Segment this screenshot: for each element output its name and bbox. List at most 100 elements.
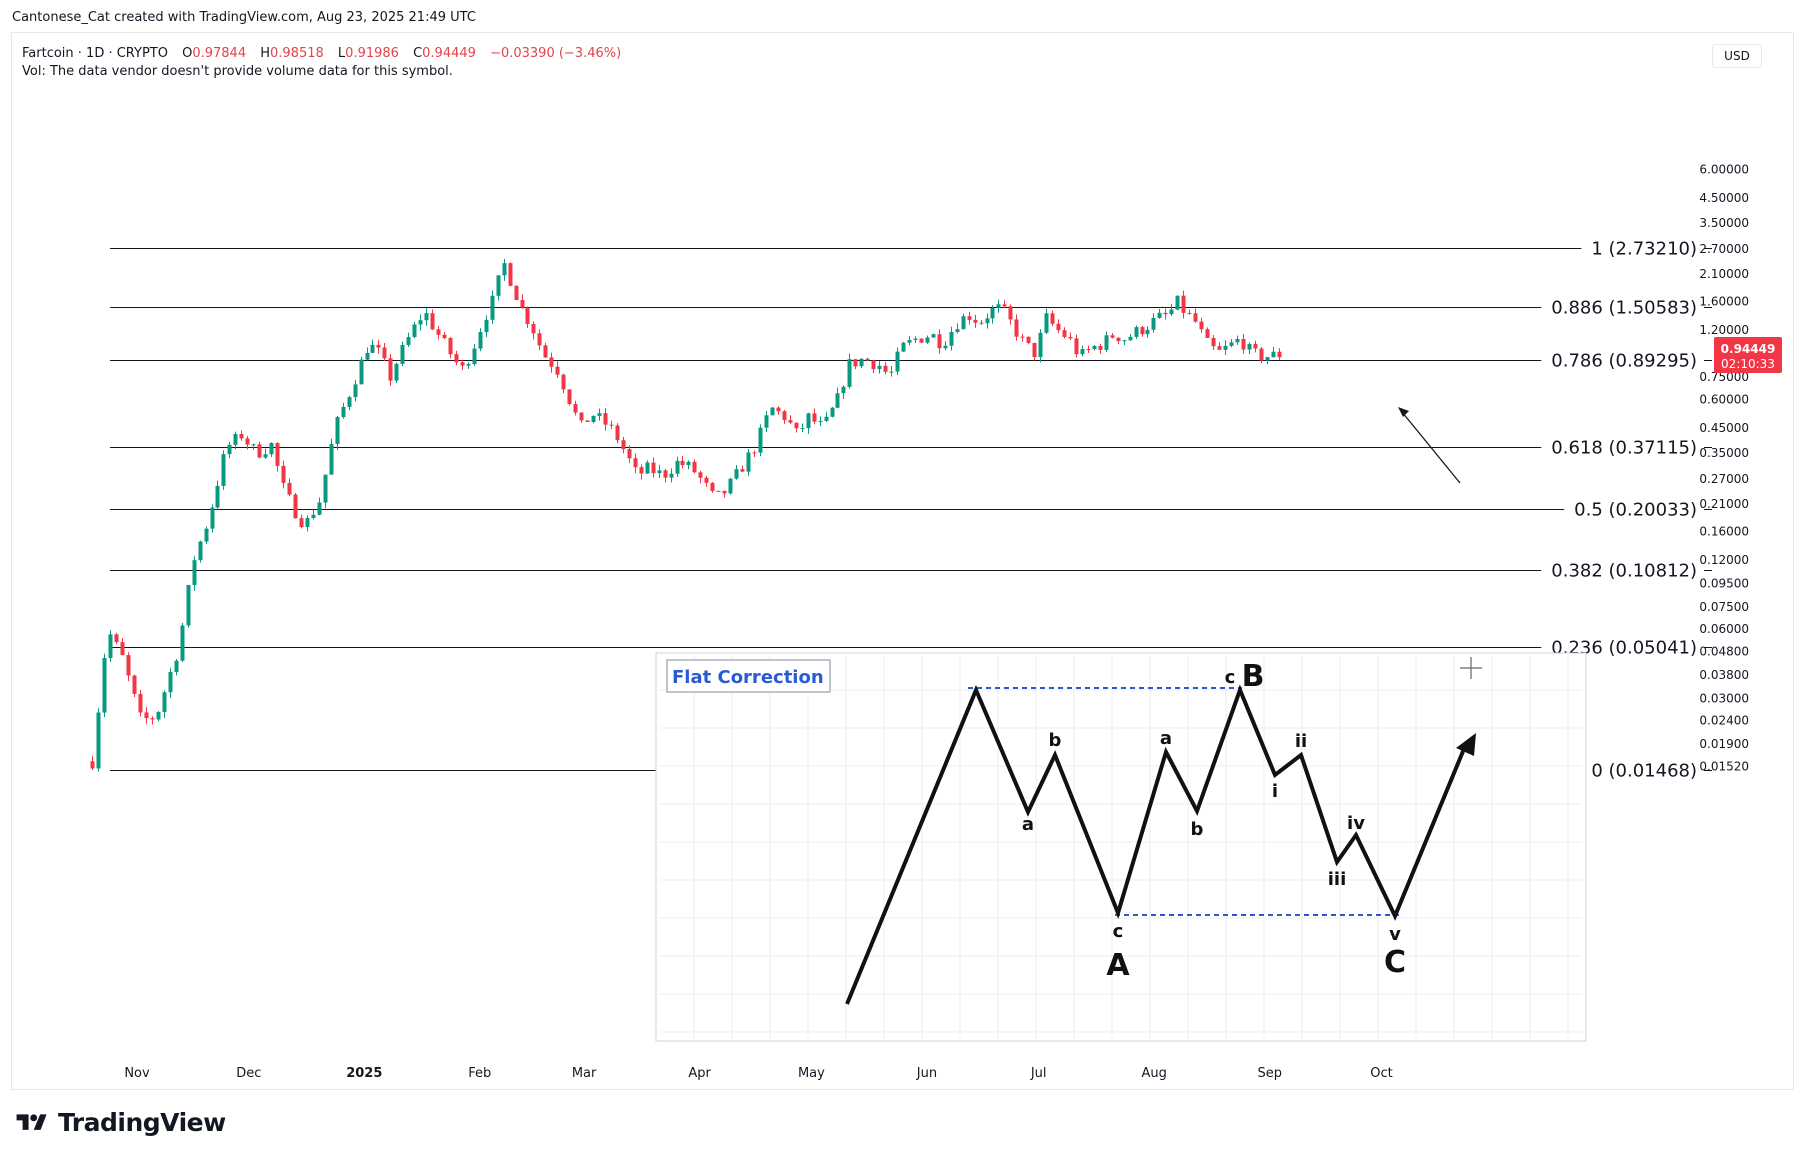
wave-label: A	[1106, 948, 1130, 983]
candle-body	[967, 316, 972, 320]
candle-body	[1074, 338, 1079, 355]
price-tick-label: 0.01900	[1699, 737, 1749, 751]
candle-body	[961, 316, 966, 330]
candle-body	[835, 393, 840, 408]
candle-body	[627, 449, 632, 459]
candle-body	[1122, 340, 1127, 342]
candle-body	[770, 407, 775, 416]
candle-body	[150, 718, 155, 720]
candle-body	[716, 490, 721, 492]
candle-body	[430, 313, 435, 330]
candle-body	[979, 322, 984, 324]
candle-body	[1223, 345, 1228, 350]
candle-body	[651, 462, 656, 474]
candle-body	[484, 319, 489, 333]
candle-body	[812, 413, 817, 422]
price-tick-label: 0.60000	[1699, 392, 1749, 406]
candle-body	[359, 359, 364, 385]
chart-frame[interactable]	[11, 32, 1794, 1090]
fib-level-label: 0.236 (0.05041)	[1551, 638, 1697, 659]
wave-label: B	[1242, 659, 1265, 694]
candle-body	[1193, 313, 1198, 322]
candle-body	[871, 360, 876, 370]
candle-body	[1181, 295, 1186, 313]
annotation-arrow-head	[1398, 407, 1409, 417]
candle-body	[305, 518, 310, 528]
tradingview-brand[interactable]: TradingView	[14, 1108, 226, 1137]
wave-label: i	[1272, 781, 1278, 802]
time-tick-label: Nov	[124, 1066, 150, 1081]
candle-body	[102, 658, 107, 713]
time-tick-label: Aug	[1142, 1066, 1167, 1081]
candle-body	[549, 357, 554, 367]
candle-body	[990, 308, 995, 319]
candle-body	[215, 485, 220, 508]
candle-body	[263, 454, 268, 458]
candle-body	[1157, 312, 1162, 318]
candle-body	[776, 407, 781, 412]
wave-label: b	[1191, 819, 1204, 840]
candle-body	[186, 585, 191, 626]
candle-body	[269, 443, 274, 455]
currency-selector[interactable]: USD	[1712, 44, 1762, 68]
candle-body	[931, 334, 936, 338]
candle-body	[275, 443, 280, 466]
plot-area: 6.00000 4.50000 3.50000 2.70000 2.10000 1.600…	[90, 162, 1782, 1081]
candle-body	[818, 420, 823, 422]
candle-body	[1265, 357, 1270, 361]
close-value: 0.94449	[422, 46, 476, 61]
candle-body	[985, 318, 990, 324]
symbol-name[interactable]: Fartcoin · 1D · CRYPTO	[22, 46, 168, 61]
price-tick-label: 4.50000	[1699, 191, 1749, 205]
candle-body	[502, 263, 507, 276]
inset-title: Flat Correction	[672, 667, 824, 688]
candle-body	[257, 444, 262, 458]
candle-body	[531, 323, 536, 334]
low-label: L	[337, 46, 346, 61]
price-tick-label: 0.27000	[1699, 472, 1749, 486]
candle-body	[1145, 329, 1150, 335]
candle-body	[204, 528, 209, 542]
candle-body	[448, 338, 453, 355]
price-tick-label: 0.02400	[1699, 714, 1749, 728]
candle-body	[949, 332, 954, 346]
candle-body	[1205, 329, 1210, 338]
candle-body	[1134, 327, 1139, 337]
candle-body	[865, 358, 870, 361]
candle-body	[412, 324, 417, 338]
candle-body	[251, 444, 256, 446]
wave-label: C	[1384, 945, 1406, 980]
candle-body	[907, 339, 912, 343]
candle-body	[1151, 317, 1156, 330]
candle-body	[704, 477, 709, 483]
candle-body	[1217, 346, 1222, 350]
candle-body	[579, 412, 584, 421]
candle-body	[1044, 313, 1049, 333]
candle-body	[728, 478, 733, 494]
candle-body	[669, 473, 674, 478]
candle-body	[824, 416, 829, 421]
candle-body	[370, 344, 375, 353]
time-tick-label: 2025	[346, 1066, 382, 1081]
price-tick-label: 0.03800	[1699, 668, 1749, 682]
candle-body	[1271, 351, 1276, 358]
inset-panel	[655, 652, 1587, 1042]
candle-body	[323, 474, 328, 503]
candle-body	[567, 389, 572, 405]
candle-body	[657, 470, 662, 474]
candle-body	[645, 462, 650, 474]
candle-body	[853, 359, 858, 367]
candle-body	[537, 333, 542, 346]
inset-title-box	[666, 659, 831, 693]
candle-body	[1277, 351, 1282, 358]
candle-body	[1050, 313, 1055, 324]
candle-body	[561, 374, 566, 390]
candle-body	[847, 359, 852, 387]
candle-body	[227, 444, 232, 455]
candle-body	[675, 460, 680, 474]
candle-body	[1062, 330, 1067, 337]
candle-body	[1104, 335, 1109, 350]
price-tick-label: 0.09500	[1699, 576, 1749, 590]
candle-body	[663, 470, 668, 478]
